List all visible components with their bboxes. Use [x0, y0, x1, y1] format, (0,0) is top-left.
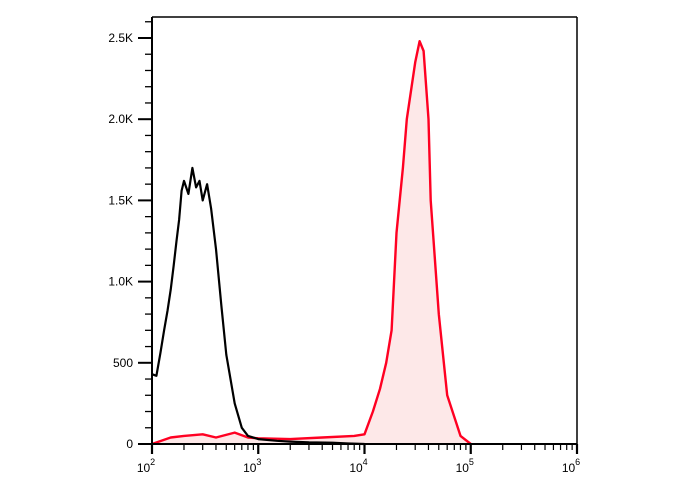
y-axis-ticks: 0 500 1.0K 1.5K 2.0K 2.5K	[108, 21, 152, 451]
y-tick-label: 2.5K	[108, 31, 133, 45]
stained-series-line	[151, 40, 472, 446]
x-tick-label: 105	[456, 457, 474, 475]
stained-series-fill	[152, 41, 471, 444]
x-tick-label: 106	[562, 457, 580, 475]
y-tick-label: 500	[113, 356, 133, 370]
plot-area	[151, 40, 472, 446]
x-axis-ticks: 102 103 104 105 106	[137, 444, 580, 475]
y-tick-label: 1.5K	[108, 193, 133, 207]
x-tick-label: 102	[137, 457, 155, 475]
y-tick-label: 1.0K	[108, 275, 133, 289]
plot-frame	[148, 16, 578, 448]
x-tick-label: 103	[243, 457, 261, 475]
control-series-line	[151, 166, 365, 446]
y-tick-label: 0	[126, 437, 133, 451]
y-tick-label: 2.0K	[108, 112, 133, 126]
x-tick-label: 104	[349, 457, 367, 475]
